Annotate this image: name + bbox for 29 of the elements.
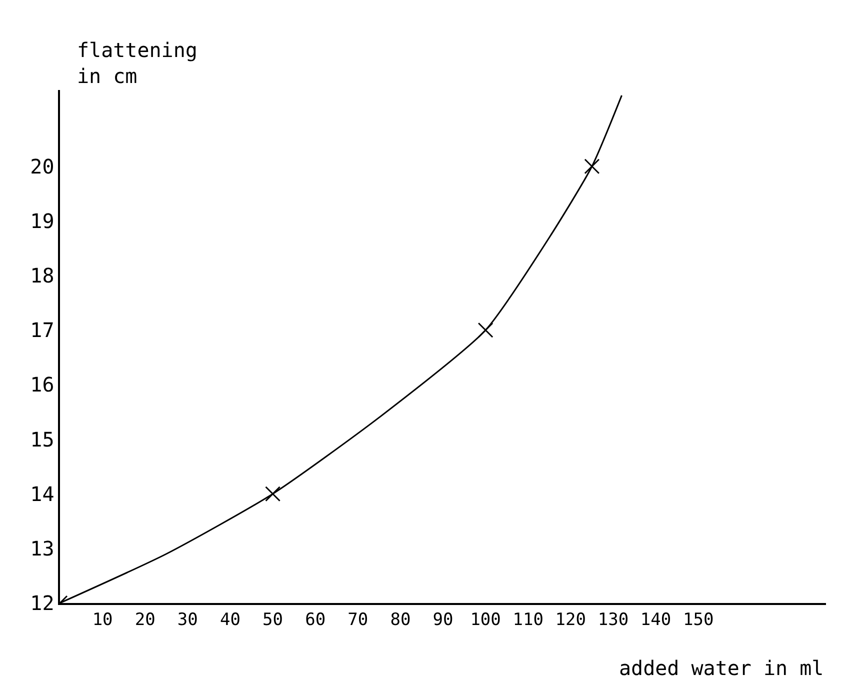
x-tick-label: 100 [470,610,501,630]
point [478,322,494,338]
x-tick-label: 40 [220,610,240,630]
y-tick-label: 13 [30,536,54,560]
x-tick-label: 130 [598,610,629,630]
x-tick-label: 50 [262,610,284,630]
x-tick-label: 70 [348,610,368,630]
y-tick-label: 17 [30,318,54,342]
x-tick-label: 80 [390,610,411,630]
y-axis-title: flattening in cm [77,38,198,88]
y-tick-label: 18 [30,264,54,288]
y-tick-label: 12 [30,591,54,615]
x-tick-label: 110 [512,610,544,630]
x-tick-label: 10 [92,610,113,630]
x-tick-label: 120 [555,610,586,630]
point [265,486,281,502]
y-tick-label: 14 [30,482,54,506]
x-tick-label: 30 [177,610,198,630]
x-tick-label: 140 [640,610,672,630]
x-axis-title: added water in ml [619,656,824,680]
x-tick-label: 20 [134,610,156,630]
y-tick-label: 15 [30,427,54,452]
y-tick-label: 19 [30,208,54,233]
x-tick-label: 90 [432,610,454,630]
x-tick-label: 150 [682,610,714,630]
y-tick-label: 16 [30,372,54,397]
point [584,158,600,174]
y-tick-label: 20 [30,154,54,178]
x-tick-label: 60 [305,610,326,630]
